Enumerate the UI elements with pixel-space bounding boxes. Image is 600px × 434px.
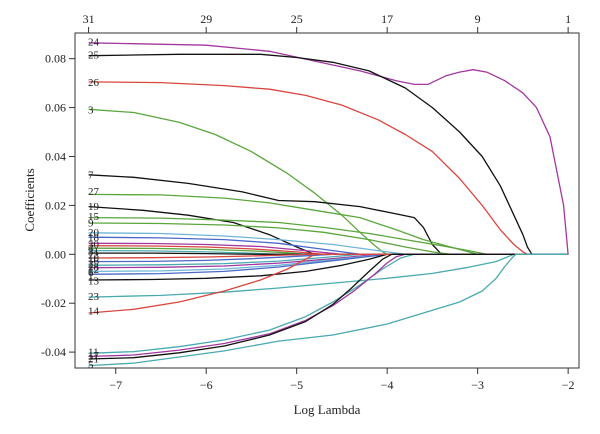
y-axis-title: Coefficients xyxy=(22,168,37,231)
curve-label: 20 xyxy=(88,227,100,239)
coefficient-line-23 xyxy=(88,253,569,298)
curve-label: 25 xyxy=(88,50,100,62)
curve-label: 3 xyxy=(88,104,94,116)
coefficient-line-14 xyxy=(88,253,569,314)
curve-label: 1 xyxy=(88,270,94,282)
curve-label: 16 xyxy=(88,256,100,268)
y-tick-label: -0.04 xyxy=(41,345,66,359)
x-tick-label: −6 xyxy=(200,378,213,392)
curve-label: 28 xyxy=(88,261,100,273)
curve-label: 5 xyxy=(88,359,94,371)
coefficient-curves xyxy=(88,42,569,367)
curve-label: 21 xyxy=(88,353,99,365)
curve-label: 4 xyxy=(88,242,94,254)
y-tick-label: 0.08 xyxy=(45,52,66,66)
top-tick-label: 25 xyxy=(291,12,303,26)
top-tick-label: 31 xyxy=(83,12,95,26)
coefficient-line-5 xyxy=(88,253,569,367)
curve-label: 26 xyxy=(88,77,100,89)
curve-label: 11 xyxy=(88,347,99,359)
x-tick-label: −4 xyxy=(381,378,394,392)
curve-label: 10 xyxy=(88,253,100,265)
top-tick-label: 1 xyxy=(565,12,571,26)
curve-label: 22 xyxy=(88,250,99,262)
y-axis: -0.04 -0.02 0.00 0.02 0.04 0.06 0.08 xyxy=(41,52,75,359)
curve-label: 17 xyxy=(88,350,100,362)
coefficient-line-7 xyxy=(88,174,569,255)
curve-label: 15 xyxy=(88,211,100,223)
y-tick-label: 0.06 xyxy=(45,101,66,115)
curve-label: 23 xyxy=(88,291,100,303)
top-tick-label: 29 xyxy=(200,12,212,26)
curve-label: 6 xyxy=(88,267,94,279)
coefficient-line-15 xyxy=(88,216,569,255)
y-tick-label: 0.04 xyxy=(45,149,66,163)
curve-label: 14 xyxy=(88,306,100,318)
curve-label: 30 xyxy=(88,239,100,251)
x-tick-label: −3 xyxy=(471,378,484,392)
coefficient-line-25 xyxy=(88,53,569,255)
curve-label: 19 xyxy=(88,201,100,213)
coefficient-line-13 xyxy=(88,253,569,281)
x-axis-title: Log Lambda xyxy=(294,402,361,417)
y-tick-label: 0.02 xyxy=(45,198,66,212)
coefficient-line-17 xyxy=(88,253,569,358)
curve-label: 27 xyxy=(88,186,100,198)
curve-label: 9 xyxy=(88,218,94,230)
curve-label: 31 xyxy=(88,246,99,258)
curve-label: 7 xyxy=(88,169,94,181)
x-axis: −7 −6 −5 −4 −3 −2 xyxy=(109,368,575,392)
x-tick-label: −7 xyxy=(109,378,122,392)
x-tick-label: −5 xyxy=(290,378,303,392)
top-tick-label: 9 xyxy=(475,12,481,26)
coefficient-line-27 xyxy=(88,193,569,255)
coefficient-line-26 xyxy=(88,81,569,255)
top-tick-label: 17 xyxy=(381,12,393,26)
coefficient-line-3 xyxy=(88,108,569,255)
plot-frame xyxy=(74,32,580,369)
coefficient-line-24 xyxy=(88,42,569,255)
coefficient-line-19 xyxy=(88,205,569,255)
top-axis: 31 29 25 17 9 1 xyxy=(83,12,571,33)
curve-label: 13 xyxy=(88,275,100,287)
y-tick-label: 0.00 xyxy=(45,247,66,261)
x-tick-label: −2 xyxy=(562,378,575,392)
coefficient-line-11 xyxy=(88,253,569,354)
coefficient-line-21 xyxy=(88,253,569,360)
curve-label: 2 xyxy=(88,259,94,271)
curve-label: 12 xyxy=(88,264,99,276)
curve-label: 24 xyxy=(88,36,100,48)
curve-label: 18 xyxy=(88,232,100,244)
y-tick-label: -0.02 xyxy=(41,296,66,310)
coefficient-line-9 xyxy=(88,222,569,255)
